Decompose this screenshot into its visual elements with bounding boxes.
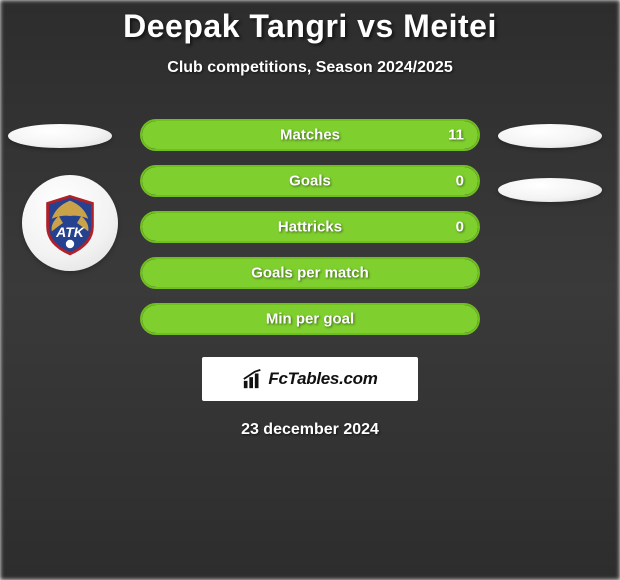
player-right-ellipse-top	[498, 124, 602, 148]
svg-text:ATK: ATK	[55, 224, 85, 240]
stat-label: Matches	[142, 127, 478, 144]
date-text: 23 december 2024	[0, 421, 620, 439]
team-logo-circle: ATK	[22, 175, 118, 271]
stat-row: Min per goal	[140, 303, 480, 335]
stat-label: Min per goal	[142, 311, 478, 328]
stat-row: Goals per match	[140, 257, 480, 289]
chart-icon	[242, 368, 264, 390]
content-wrapper: Deepak Tangri vs Meitei Club competition…	[0, 0, 620, 580]
stat-label: Hattricks	[142, 219, 478, 236]
stat-label: Goals per match	[142, 265, 478, 282]
stat-value: 11	[448, 127, 464, 144]
stat-row: Hattricks0	[140, 211, 480, 243]
brand-badge[interactable]: FcTables.com	[202, 357, 418, 401]
brand-text: FcTables.com	[268, 369, 377, 389]
stat-row: Goals0	[140, 165, 480, 197]
subtitle: Club competitions, Season 2024/2025	[0, 59, 620, 77]
stat-value: 0	[456, 219, 464, 236]
stats-list: Matches11Goals0Hattricks0Goals per match…	[140, 119, 480, 335]
player-left-ellipse	[8, 124, 112, 148]
stat-label: Goals	[142, 173, 478, 190]
stat-value: 0	[456, 173, 464, 190]
team-logo-icon: ATK	[35, 188, 105, 258]
stat-row: Matches11	[140, 119, 480, 151]
page-title: Deepak Tangri vs Meitei	[0, 8, 620, 45]
player-right-ellipse-bottom	[498, 178, 602, 202]
